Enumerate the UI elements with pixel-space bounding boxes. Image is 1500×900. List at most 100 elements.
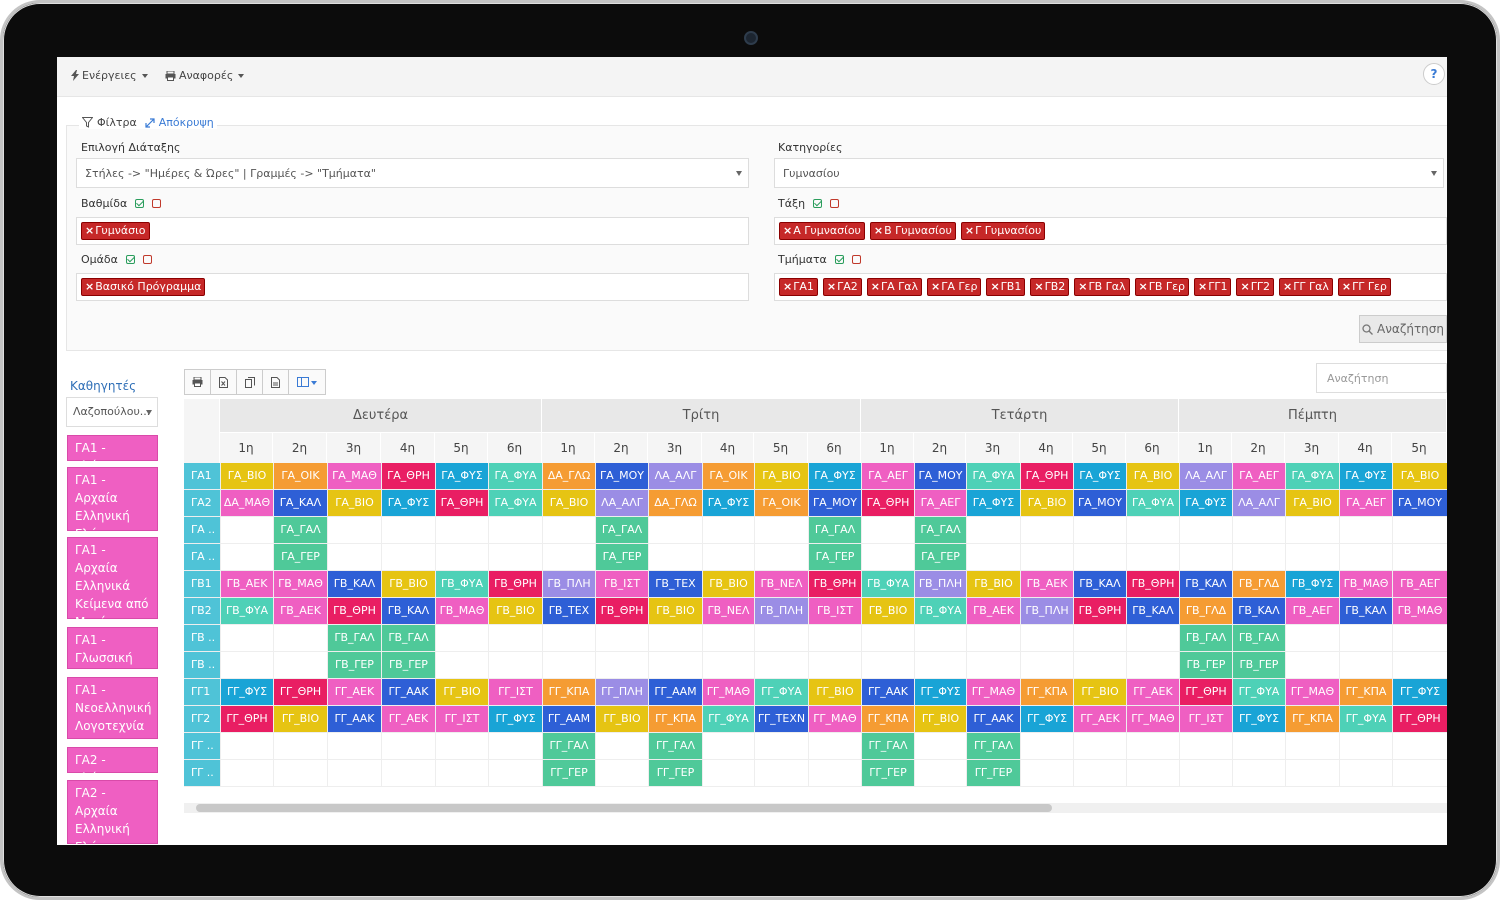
section-row-header[interactable]: ΓΓ .. [184, 760, 220, 786]
lesson-cell[interactable]: ΓΓ_ΦΥΑ [1233, 679, 1285, 705]
period-header[interactable]: 3η [327, 432, 381, 463]
lesson-cell[interactable]: ΛΑ_ΑΛΓ [1233, 490, 1285, 516]
lesson-cell[interactable]: ΓΓ_ΦΥΣ [1233, 706, 1285, 732]
subject-card[interactable]: ΓΑ2 - Αρχαία Ελληνική Γλώσσα [67, 780, 158, 845]
lesson-cell[interactable]: ΓΑ_ΚΑΛ [274, 490, 327, 516]
tag[interactable]: ×ΓΒ Γερ [1134, 278, 1189, 296]
tag[interactable]: ×ΓΓ Γαλ [1278, 278, 1333, 296]
lesson-cell[interactable]: ΓΒ_ΒΙΟ [967, 571, 1020, 597]
lesson-cell[interactable]: ΓΒ_ΘΡΗ [1127, 571, 1179, 597]
lesson-cell[interactable]: ΓΓ_ΤΕΧΝ [755, 706, 808, 732]
lesson-cell[interactable]: ΓΒ_ΜΑΘ [436, 598, 488, 624]
tag[interactable]: ×ΓΑ Γερ [927, 278, 982, 296]
lesson-cell[interactable]: ΓΓ_ΜΑΘ [1127, 706, 1179, 732]
lesson-cell[interactable]: ΓΒ_ΝΕΛ [755, 571, 808, 597]
lesson-cell[interactable]: ΓΓ_ΒΙΟ [596, 706, 648, 732]
period-header[interactable]: 6η [488, 432, 542, 463]
tag[interactable]: ×ΓΑ2 [822, 278, 862, 296]
section-row-header[interactable]: ΓΑ1 [184, 463, 220, 489]
lesson-cell[interactable]: ΓΒ_ΓΑΛ [382, 625, 435, 651]
lesson-cell[interactable]: ΓΑ_ΜΟΥ [1393, 490, 1447, 516]
lesson-cell[interactable]: ΓΑ_ΜΑΘ [328, 463, 381, 489]
lesson-cell[interactable]: ΓΑ_ΑΕΓ [915, 490, 966, 516]
lesson-cell[interactable]: ΛΑ_ΑΛΓ [649, 463, 702, 489]
lesson-cell[interactable]: ΓΒ_ΒΙΟ [649, 598, 702, 624]
lesson-cell[interactable]: ΓΓ_ΑΑΜ [649, 679, 702, 705]
group-tags[interactable]: ×Βασικό Πρόγραμμα [76, 273, 749, 301]
lesson-cell[interactable]: ΓΒ_ΑΕΚ [1021, 571, 1073, 597]
period-header[interactable]: 2η [914, 432, 966, 463]
lesson-cell[interactable]: ΓΒ_ΘΡΗ [1074, 598, 1126, 624]
lesson-cell[interactable]: ΓΑ_ΦΥΣ [1340, 463, 1392, 489]
lesson-cell[interactable]: ΓΓ_ΚΠΑ [1340, 679, 1392, 705]
reports-menu[interactable]: Αναφορές [165, 69, 245, 82]
lesson-cell[interactable]: ΓΓ_ΚΠΑ [543, 679, 595, 705]
tag[interactable]: ×ΓΒ Γαλ [1074, 278, 1130, 296]
period-header[interactable]: 6η [1126, 432, 1179, 463]
period-header[interactable]: 2η [1232, 432, 1285, 463]
lesson-cell[interactable]: ΓΓ_ΦΥΑ [1340, 706, 1392, 732]
lesson-cell[interactable]: ΓΑ_ΦΥΣ [1074, 463, 1126, 489]
period-header[interactable]: 4η [702, 432, 754, 463]
lesson-cell[interactable]: ΓΑ_ΓΑΛ [809, 517, 861, 543]
lesson-cell[interactable]: ΓΑ_ΓΑΛ [596, 517, 648, 543]
lesson-cell[interactable]: ΓΓ_ΚΠΑ [1286, 706, 1339, 732]
lesson-cell[interactable]: ΓΑ_ΦΥΑ [1286, 463, 1339, 489]
lesson-cell[interactable]: ΓΑ_ΓΕΡ [596, 544, 648, 570]
tag[interactable]: ×ΓΒ2 [1030, 278, 1070, 296]
subject-card[interactable]: ΓΑ1 - Γλώσσα [67, 435, 158, 473]
clear-all-icon[interactable] [830, 199, 840, 208]
lesson-cell[interactable]: ΓΓ_ΑΑΚ [328, 706, 381, 732]
lesson-cell[interactable]: ΓΓ_ΚΠΑ [862, 706, 914, 732]
section-row-header[interactable]: ΓΒ2 [184, 598, 220, 624]
lesson-cell[interactable]: ΓΓ_ΜΑΘ [1286, 679, 1339, 705]
lesson-cell[interactable]: ΓΒ_ΚΑΛ [1074, 571, 1126, 597]
period-header[interactable]: 4η [381, 432, 435, 463]
help-button[interactable]: ? [1423, 63, 1445, 85]
lesson-cell[interactable]: ΓΓ_ΒΙΟ [436, 679, 488, 705]
section-row-header[interactable]: ΓΑ2 [184, 490, 220, 516]
lesson-cell[interactable]: ΓΑ_ΘΡΗ [1021, 463, 1073, 489]
period-header[interactable]: 1η [1179, 432, 1232, 463]
lesson-cell[interactable]: ΓΒ_ΜΑΘ [1340, 571, 1392, 597]
lesson-cell[interactable]: ΓΑ_ΦΥΣ [382, 490, 435, 516]
lesson-cell[interactable]: ΓΑ_ΒΙΟ [1021, 490, 1073, 516]
lesson-cell[interactable]: ΓΓ_ΑΕΚ [1074, 706, 1126, 732]
lesson-cell[interactable]: ΓΑ_ΑΕΓ [862, 463, 914, 489]
tag[interactable]: ×ΓΓ2 [1236, 278, 1274, 296]
tag[interactable]: ×ΓΑ Γαλ [866, 278, 923, 296]
period-header[interactable]: 6η [808, 432, 861, 463]
lesson-cell[interactable]: ΓΓ_ΙΣΤ [436, 706, 488, 732]
lesson-cell[interactable]: ΓΓ_ΑΑΜ [543, 706, 595, 732]
lesson-cell[interactable]: ΓΓ_ΘΡΗ [221, 706, 273, 732]
level-tags[interactable]: ×Γυμνάσιο [76, 217, 749, 245]
lesson-cell[interactable]: ΓΑ_ΓΕΡ [915, 544, 966, 570]
tag[interactable]: ×ΓΑ1 [779, 278, 818, 296]
subject-card[interactable]: ΓΑ1 - Γλωσσική Διδασκαλία [67, 627, 158, 683]
lesson-cell[interactable]: ΓΒ_ΑΕΚ [221, 571, 273, 597]
lesson-cell[interactable]: ΓΓ_ΚΠΑ [649, 706, 702, 732]
lesson-cell[interactable]: ΓΑ_ΦΥΣ [436, 463, 488, 489]
clear-all-icon[interactable] [152, 199, 162, 208]
lesson-cell[interactable]: ΓΑ_ΒΙΟ [755, 463, 808, 489]
clear-all-icon[interactable] [851, 255, 861, 264]
lesson-cell[interactable]: ΓΑ_ΒΙΟ [328, 490, 381, 516]
section-row-header[interactable]: ΓΑ .. [184, 517, 220, 543]
horizontal-scrollbar[interactable] [184, 803, 1447, 813]
lesson-cell[interactable]: ΓΓ_ΒΙΟ [915, 706, 966, 732]
lesson-cell[interactable]: ΓΑ_ΑΕΓ [1233, 463, 1285, 489]
period-header[interactable]: 2η [595, 432, 648, 463]
lesson-cell[interactable]: ΓΑ_ΟΙΚ [703, 463, 754, 489]
lesson-cell[interactable]: ΓΑ_ΦΥΣ [703, 490, 754, 516]
lesson-cell[interactable]: ΓΓ_ΘΡΗ [1180, 679, 1232, 705]
search-button[interactable]: Αναζήτηση [1359, 315, 1447, 343]
lesson-cell[interactable]: ΓΒ_ΓΑΛ [328, 625, 381, 651]
clear-all-icon[interactable] [142, 255, 152, 264]
lesson-cell[interactable]: ΓΓ_ΦΥΣ [221, 679, 273, 705]
lesson-cell[interactable]: ΓΑ_ΜΟΥ [809, 490, 861, 516]
lesson-cell[interactable]: ΓΒ_ΦΥΑ [436, 571, 488, 597]
lesson-cell[interactable]: ΓΒ_ΑΕΓ [1393, 571, 1447, 597]
lesson-cell[interactable]: ΓΒ_ΦΥΑ [221, 598, 273, 624]
lesson-cell[interactable]: ΓΑ_ΜΟΥ [596, 463, 648, 489]
lesson-cell[interactable]: ΓΒ_ΚΑΛ [1233, 598, 1285, 624]
